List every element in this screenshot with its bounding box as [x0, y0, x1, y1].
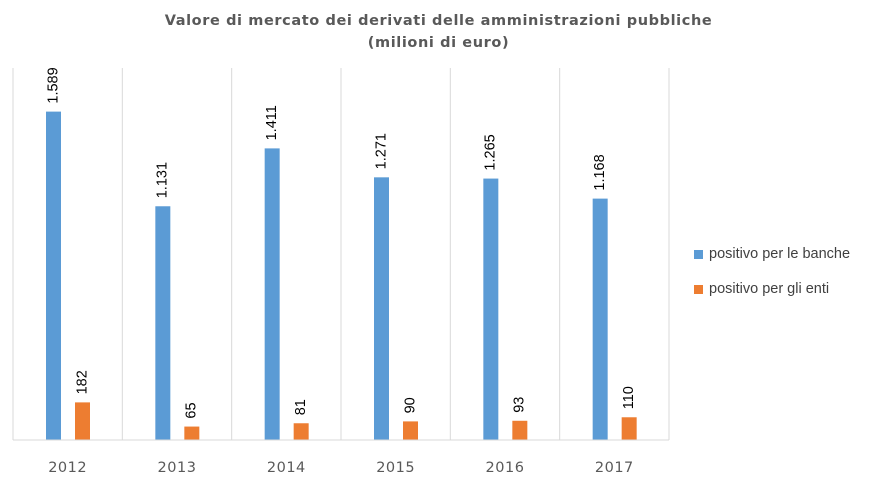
- x-tick-label: 2016: [486, 460, 525, 476]
- data-labels: 1.589 182 1.131 65 1.411 81 1.271 90 1.265 93 1.16…: [45, 67, 637, 418]
- bar-enti-2016[interactable]: [512, 420, 528, 440]
- bar-enti-2017[interactable]: [621, 417, 637, 440]
- bar-banche-2012[interactable]: [46, 111, 61, 441]
- bar-enti-2014[interactable]: [293, 423, 309, 440]
- legend-swatch-enti: [694, 284, 703, 294]
- x-tick-label: 2015: [376, 460, 415, 476]
- x-tick-label: 2013: [158, 460, 197, 476]
- legend-label-banche: positivo per le banche: [709, 246, 851, 262]
- chart-title-main: Valore di mercato dei derivati delle amm…: [164, 13, 713, 29]
- data-label: 1.168: [592, 154, 608, 190]
- data-label: 182: [74, 370, 90, 394]
- bar-banche-2017[interactable]: [592, 198, 608, 440]
- data-label: 1.589: [45, 67, 61, 103]
- data-label: 81: [293, 399, 309, 415]
- data-label: 110: [621, 386, 637, 409]
- bar-banche-2016[interactable]: [483, 178, 499, 441]
- x-tick-label: 2012: [48, 460, 87, 476]
- x-tick-label: 2014: [267, 460, 306, 476]
- legend-label-enti: positivo per gli enti: [709, 281, 830, 297]
- data-label: 93: [512, 397, 528, 413]
- data-label: 90: [402, 397, 418, 413]
- chart-subtitle: (milioni di euro): [367, 35, 510, 51]
- legend-item-enti[interactable]: positivo per gli enti: [694, 279, 850, 299]
- category-grid: [12, 68, 670, 440]
- data-label: 1.271: [373, 133, 389, 169]
- data-label: 1.265: [483, 134, 499, 170]
- bar-banche-2014[interactable]: [264, 148, 280, 441]
- data-label: 1.411: [264, 105, 280, 140]
- legend: positivo per le banche positivo per gli …: [694, 244, 850, 314]
- legend-swatch-banche: [694, 249, 703, 259]
- legend-item-banche[interactable]: positivo per le banche: [694, 244, 850, 264]
- bar-enti-2012[interactable]: [75, 402, 90, 440]
- data-label: 65: [184, 402, 200, 418]
- bar-banche-2015[interactable]: [374, 177, 389, 440]
- bar-enti-2013[interactable]: [184, 426, 200, 440]
- x-tick-label: 2017: [595, 460, 634, 476]
- chart-title: Valore di mercato dei derivati delle amm…: [0, 10, 877, 54]
- data-label: 1.131: [155, 162, 171, 198]
- bar-banche-2013[interactable]: [155, 206, 171, 440]
- x-axis-tick-labels: 2012 2013 2014 2015 2016 2017: [48, 460, 634, 476]
- bars: [46, 111, 637, 441]
- bar-enti-2015[interactable]: [403, 421, 418, 440]
